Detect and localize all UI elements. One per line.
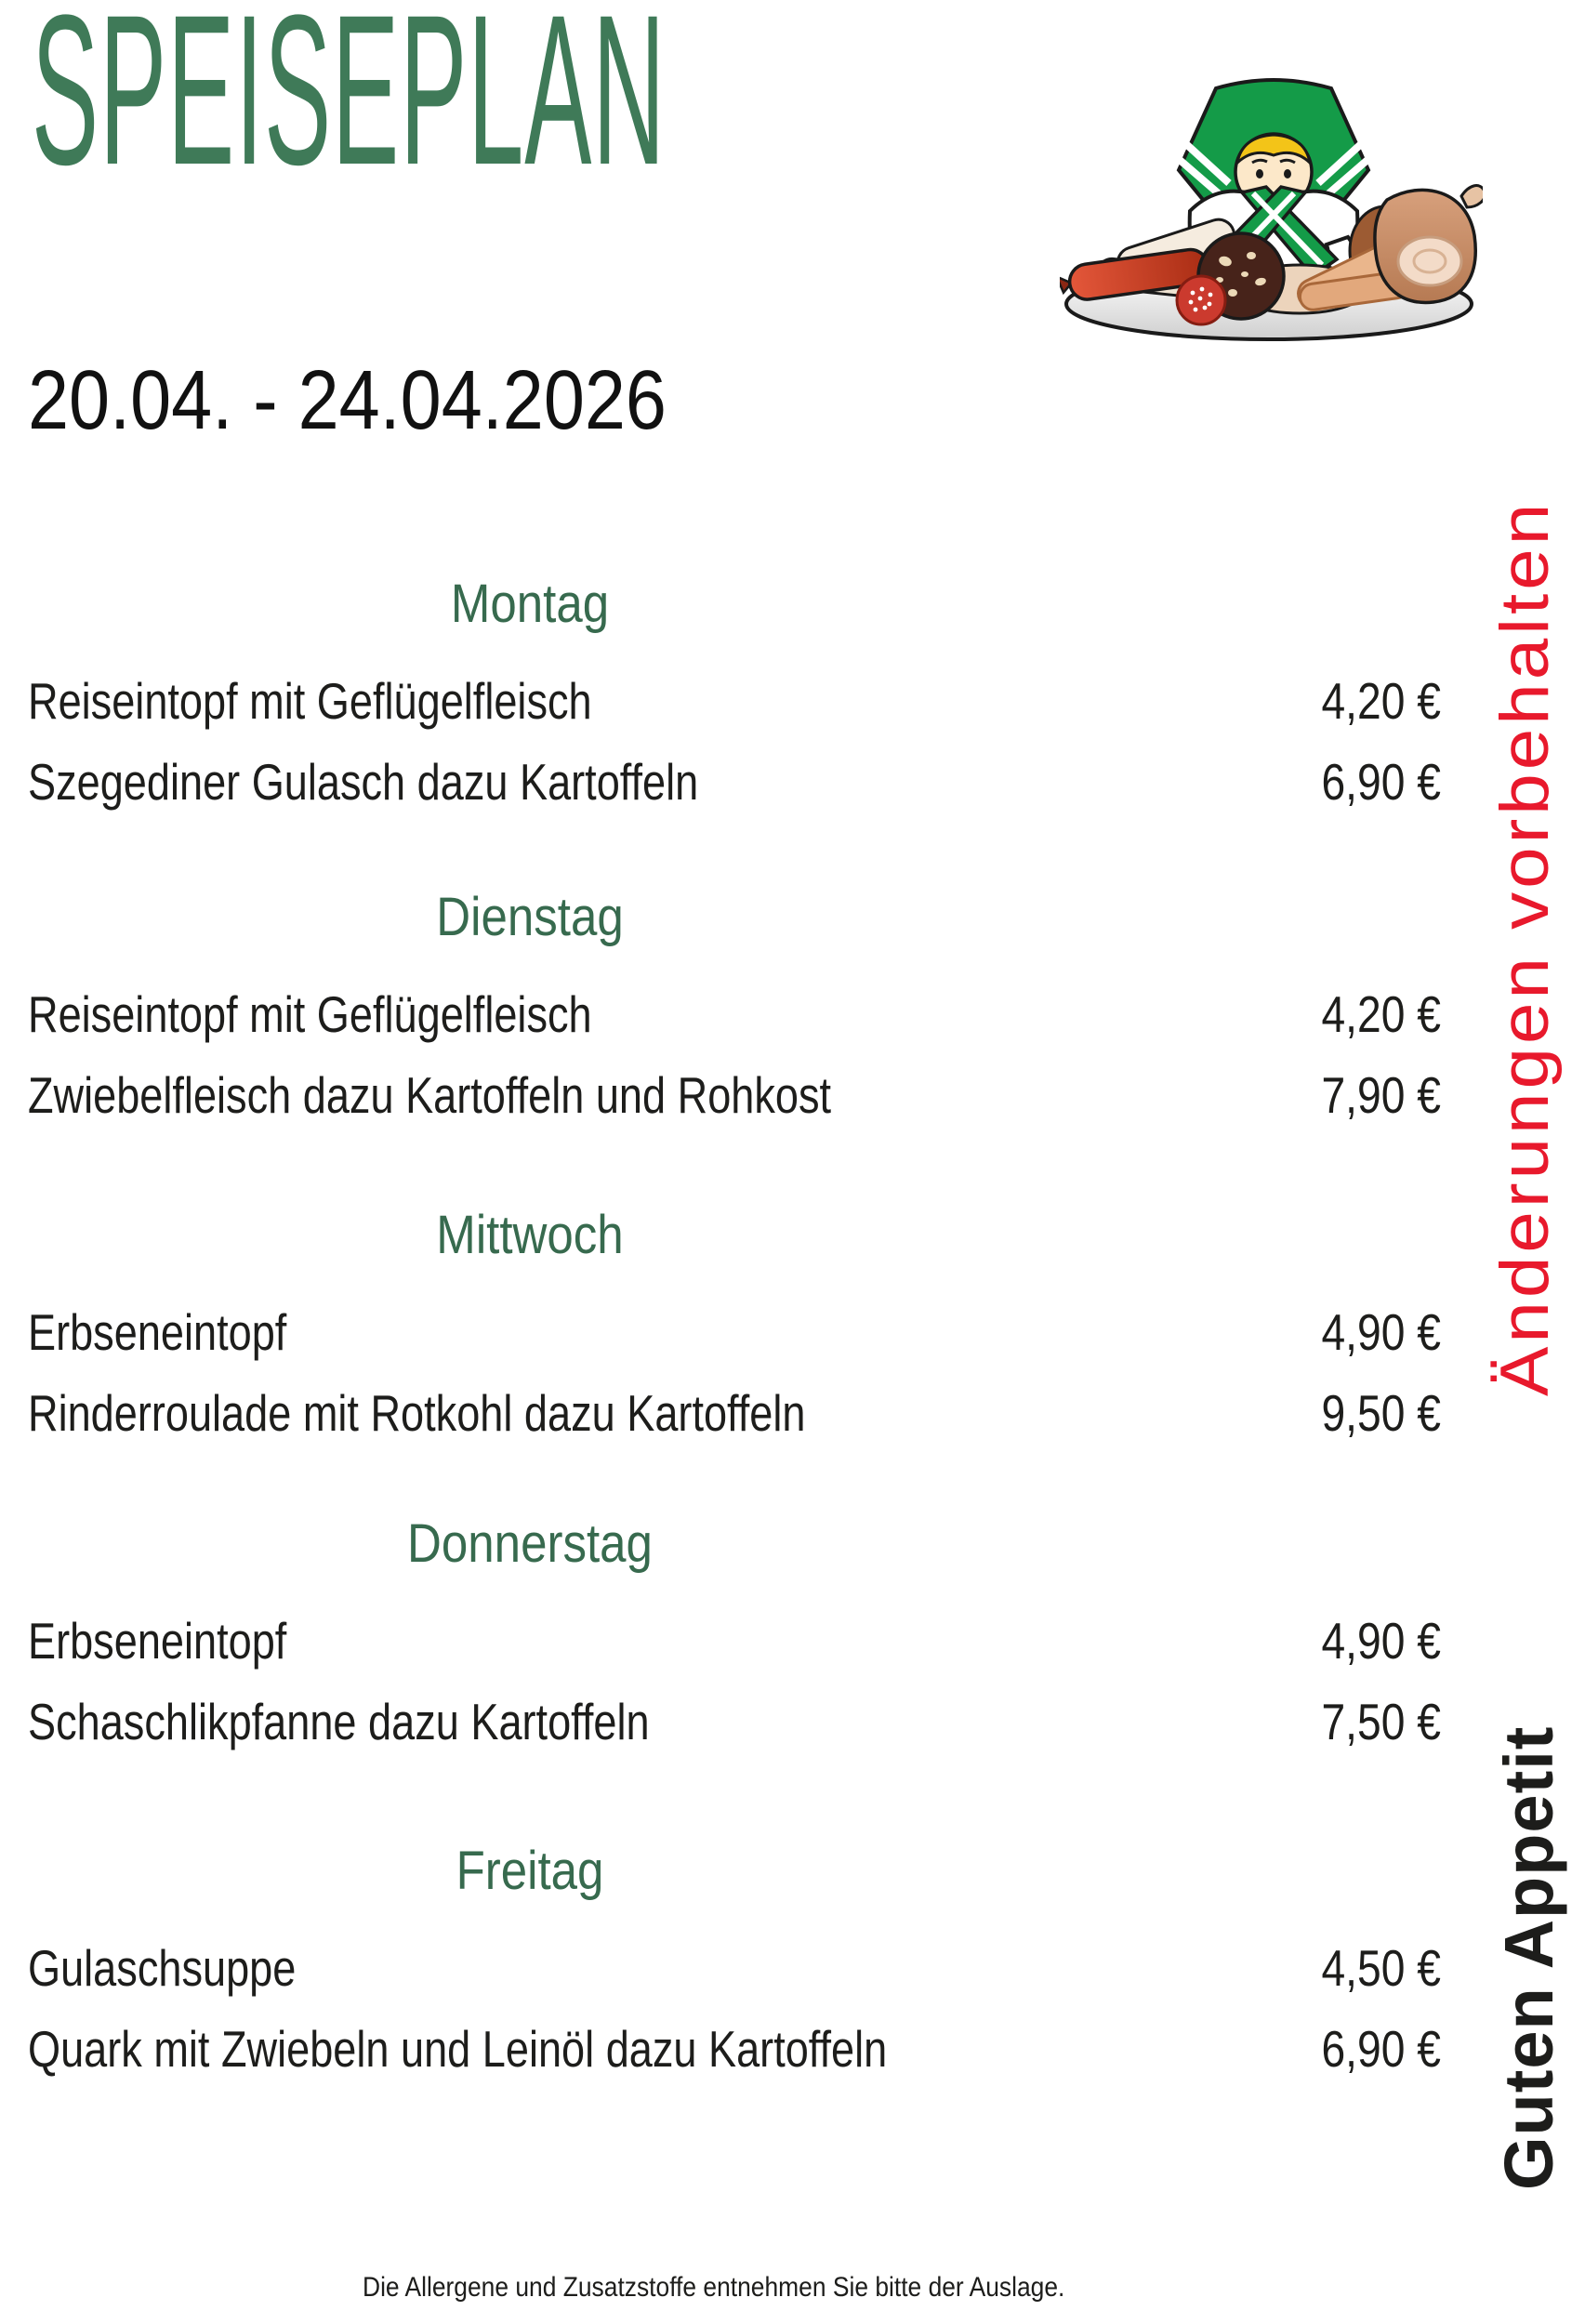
changes-reserved-note: Änderungen vorbehalten bbox=[1486, 499, 1563, 1396]
dish-price: 4,20 € bbox=[1321, 984, 1441, 1043]
page-title: SPEISEPLAN bbox=[32, 0, 667, 209]
day-heading: Mittwoch bbox=[436, 1205, 624, 1265]
dish-name: Quark mit Zwiebeln und Leinöl dazu Karto… bbox=[28, 2019, 888, 2078]
dish-name: Erbseneintopf bbox=[28, 1611, 287, 1670]
menu-row: Reiseintopf mit Geflügelfleisch 4,20 € bbox=[28, 974, 1441, 1055]
day-heading: Donnerstag bbox=[407, 1513, 653, 1574]
dish-name: Gulaschsuppe bbox=[28, 1938, 297, 1997]
menu-row: Erbseneintopf 4,90 € bbox=[28, 1601, 1441, 1682]
menu-row: Zwiebelfleisch dazu Kartoffeln und Rohko… bbox=[28, 1055, 1441, 1136]
butcher-lady-logo bbox=[1060, 78, 1483, 341]
day-heading: Montag bbox=[450, 574, 610, 634]
dish-name: Schaschlikpfanne dazu Kartoffeln bbox=[28, 1692, 650, 1750]
red-sausage bbox=[1060, 247, 1210, 301]
menu-row: Schaschlikpfanne dazu Kartoffeln 7,50 € bbox=[28, 1682, 1441, 1763]
menu-row: Szegediner Gulasch dazu Kartoffeln 6,90 … bbox=[28, 742, 1441, 823]
date-range: 20.04. - 24.04.2026 bbox=[28, 354, 667, 447]
day-heading: Freitag bbox=[456, 1841, 604, 1901]
dish-price: 6,90 € bbox=[1321, 2019, 1441, 2078]
dish-price: 4,50 € bbox=[1321, 1938, 1441, 1997]
dish-price: 9,50 € bbox=[1321, 1383, 1441, 1442]
menu-row: Quark mit Zwiebeln und Leinöl dazu Karto… bbox=[28, 2009, 1441, 2090]
dish-price: 4,90 € bbox=[1321, 1302, 1441, 1361]
day-section-mittwoch: Mittwoch Erbseneintopf 4,90 € Rinderroul… bbox=[28, 1203, 1441, 1454]
dish-name: Reiseintopf mit Geflügelfleisch bbox=[28, 984, 592, 1043]
day-section-dienstag: Dienstag Reiseintopf mit Geflügelfleisch… bbox=[28, 885, 1441, 1136]
dish-name: Zwiebelfleisch dazu Kartoffeln und Rohko… bbox=[28, 1065, 832, 1124]
dish-price: 7,50 € bbox=[1321, 1692, 1441, 1750]
allergens-footer: Die Allergene und Zusatzstoffe entnehmen… bbox=[363, 2272, 1065, 2303]
day-section-donnerstag: Donnerstag Erbseneintopf 4,90 € Schaschl… bbox=[28, 1512, 1441, 1763]
dish-price: 4,90 € bbox=[1321, 1611, 1441, 1670]
day-section-montag: Montag Reiseintopf mit Geflügelfleisch 4… bbox=[28, 572, 1441, 823]
menu-row: Rinderroulade mit Rotkohl dazu Kartoffel… bbox=[28, 1373, 1441, 1454]
menu-row: Reiseintopf mit Geflügelfleisch 4,20 € bbox=[28, 661, 1441, 742]
guten-appetit-note: Guten Appetit bbox=[1490, 1725, 1567, 2190]
day-section-freitag: Freitag Gulaschsuppe 4,50 € Quark mit Zw… bbox=[28, 1839, 1441, 2090]
hair bbox=[1235, 133, 1313, 167]
dish-price: 7,90 € bbox=[1321, 1065, 1441, 1124]
dish-name: Erbseneintopf bbox=[28, 1302, 287, 1361]
dish-name: Rinderroulade mit Rotkohl dazu Kartoffel… bbox=[28, 1383, 806, 1442]
day-heading: Dienstag bbox=[436, 887, 624, 947]
menu-row: Erbseneintopf 4,90 € bbox=[28, 1292, 1441, 1373]
dish-price: 4,20 € bbox=[1321, 671, 1441, 730]
dish-name: Reiseintopf mit Geflügelfleisch bbox=[28, 671, 592, 730]
dish-price: 6,90 € bbox=[1321, 752, 1441, 811]
menu-row: Gulaschsuppe 4,50 € bbox=[28, 1928, 1441, 2009]
dish-name: Szegediner Gulasch dazu Kartoffeln bbox=[28, 752, 699, 811]
